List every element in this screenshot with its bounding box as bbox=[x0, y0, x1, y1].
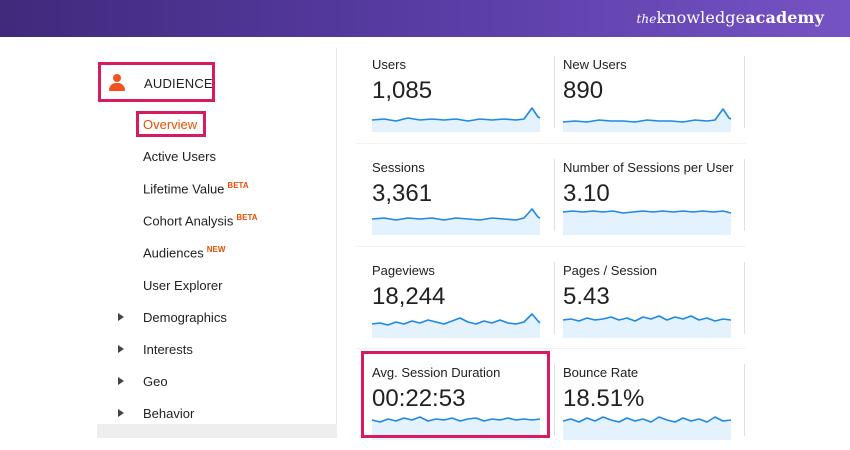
sidebar-section-label: AUDIENCE bbox=[144, 76, 213, 91]
metric-value: 890 bbox=[563, 77, 604, 104]
sidebar-scroll-track bbox=[97, 424, 337, 438]
beta-badge: BETA bbox=[227, 181, 249, 190]
grid-divider bbox=[356, 143, 746, 144]
sidebar-item-label: Overview bbox=[143, 117, 198, 132]
sparkline bbox=[562, 108, 732, 132]
sidebar-item-demographics[interactable]: Demographics bbox=[143, 310, 227, 325]
metric-card-sessions-per-user[interactable]: Number of Sessions per User 3.10 bbox=[554, 151, 745, 236]
metric-card-pageviews[interactable]: Pageviews 18,244 bbox=[366, 254, 551, 339]
sparkline bbox=[371, 313, 541, 338]
sidebar-item-cohort-analysis[interactable]: Cohort Analysis BETA bbox=[143, 213, 258, 229]
expand-caret-icon[interactable] bbox=[118, 313, 124, 321]
sidebar-item-behavior[interactable]: Behavior bbox=[143, 406, 195, 421]
grid-divider bbox=[356, 348, 746, 349]
brand-banner: theknowledgeacademy bbox=[0, 0, 850, 37]
sidebar-item-user-explorer[interactable]: User Explorer bbox=[143, 278, 223, 293]
card-divider bbox=[744, 159, 745, 231]
sidebar-item-lifetime-value[interactable]: Lifetime Value BETA bbox=[143, 181, 249, 197]
card-divider bbox=[554, 364, 555, 436]
beta-badge: BETA bbox=[236, 213, 258, 222]
expand-caret-icon[interactable] bbox=[118, 409, 124, 417]
sidebar-item-interests[interactable]: Interests bbox=[143, 342, 193, 357]
metric-card-pages-per-session[interactable]: Pages / Session 5.43 bbox=[554, 254, 745, 339]
card-divider bbox=[554, 56, 555, 128]
card-divider bbox=[744, 56, 745, 128]
metric-card-users[interactable]: Users 1,085 bbox=[366, 48, 551, 133]
sparkline bbox=[562, 315, 732, 338]
metric-card-sessions[interactable]: Sessions 3,361 bbox=[366, 151, 551, 236]
metric-label: Users bbox=[372, 57, 406, 72]
metric-label: Avg. Session Duration bbox=[372, 365, 501, 380]
sidebar-item-active-users[interactable]: Active Users bbox=[143, 149, 216, 164]
card-divider bbox=[744, 262, 745, 334]
metric-label: Number of Sessions per User bbox=[563, 160, 734, 175]
metric-label: Bounce Rate bbox=[563, 365, 639, 380]
brand-logo: theknowledgeacademy bbox=[636, 8, 824, 27]
metric-label: New Users bbox=[563, 57, 627, 72]
card-divider bbox=[744, 364, 745, 436]
sparkline bbox=[371, 416, 541, 440]
metric-value: 1,085 bbox=[372, 77, 433, 104]
sidebar-item-audiences[interactable]: Audiences NEW bbox=[143, 245, 226, 261]
sidebar-item-overview[interactable]: Overview bbox=[136, 111, 206, 137]
sparkline bbox=[371, 208, 541, 235]
highlight-avg-session-duration bbox=[361, 351, 550, 438]
metric-card-avg-session-duration[interactable]: Avg. Session Duration 00:22:53 bbox=[366, 356, 551, 441]
sparkline bbox=[562, 416, 732, 440]
metric-label: Pageviews bbox=[372, 263, 435, 278]
expand-caret-icon[interactable] bbox=[118, 377, 124, 385]
sparkline bbox=[562, 210, 732, 235]
metric-value: 18.51% bbox=[563, 385, 645, 412]
metric-card-bounce-rate[interactable]: Bounce Rate 18.51% bbox=[554, 356, 745, 441]
new-badge: NEW bbox=[206, 245, 226, 254]
metric-value: 3,361 bbox=[372, 180, 433, 207]
card-divider bbox=[554, 262, 555, 334]
sparkline bbox=[371, 107, 541, 132]
metric-label: Pages / Session bbox=[563, 263, 657, 278]
metric-value: 3.10 bbox=[563, 180, 610, 207]
grid-divider bbox=[356, 246, 746, 247]
sidebar-section-audience[interactable]: AUDIENCE bbox=[98, 62, 215, 102]
card-divider bbox=[554, 159, 555, 231]
sidebar bbox=[97, 48, 337, 438]
metric-value: 5.43 bbox=[563, 283, 610, 310]
expand-caret-icon[interactable] bbox=[118, 345, 124, 353]
metric-value: 00:22:53 bbox=[372, 385, 466, 412]
metric-value: 18,244 bbox=[372, 283, 446, 310]
metric-label: Sessions bbox=[372, 160, 425, 175]
metric-card-new-users[interactable]: New Users 890 bbox=[554, 48, 745, 133]
sidebar-item-geo[interactable]: Geo bbox=[143, 374, 168, 389]
person-icon bbox=[108, 74, 126, 92]
